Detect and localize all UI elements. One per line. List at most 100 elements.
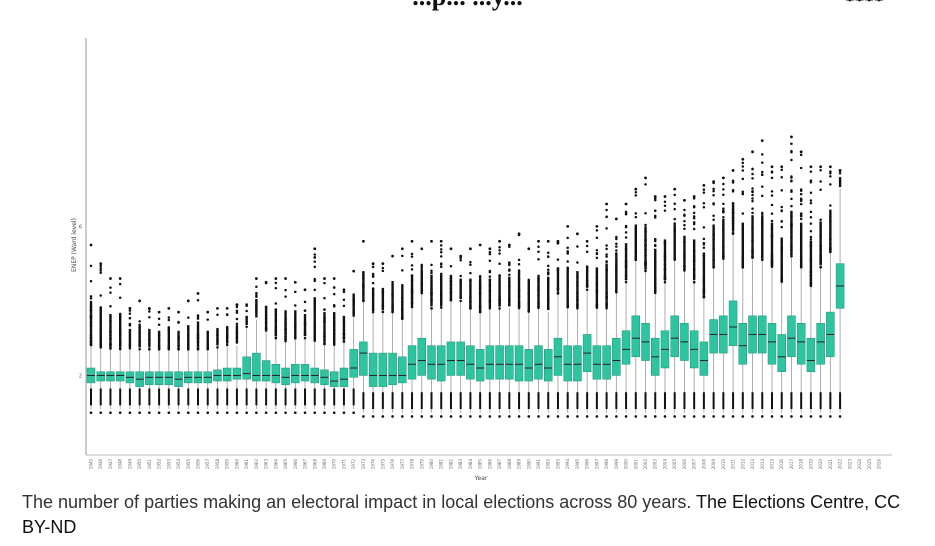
outlier-point [225,306,229,310]
x-tick-label: 2024 [857,459,862,470]
outlier-point [469,263,472,266]
outlier-point [644,176,647,180]
x-tick-label: 2023 [847,459,852,470]
outlier-point [303,288,307,292]
outlier-point [157,323,161,327]
outlier-point [498,239,501,243]
outlier-point [177,320,180,324]
outlier-point [751,197,754,200]
outlier-point [780,175,783,179]
outlier-point [712,266,715,269]
outlier-point [799,166,803,170]
outlier-point [342,411,346,415]
outlier-point [478,243,482,247]
outlier-point [109,291,112,294]
outlier-point [342,288,346,292]
outlier-point [663,281,667,284]
outlier-point [488,252,492,256]
outlier-point [332,277,336,280]
outlier-point [313,279,317,283]
x-tick-label: 2005 [672,459,677,470]
outlier-point [99,294,102,297]
box [291,364,300,384]
outlier-point [537,258,540,261]
outlier-point [157,310,161,314]
outlier-point [790,204,793,208]
outlier-point [770,415,774,418]
outlier-point [751,211,754,215]
outlier-point [508,269,511,272]
outlier-point [673,222,676,225]
outlier-point [371,262,375,266]
outlier-point [323,411,326,415]
outlier-point [634,215,638,219]
outlier-point [254,277,258,280]
outlier-point [702,201,706,205]
outlier-point [371,281,375,285]
x-tick-label: 1964 [273,459,278,470]
outlier-point [712,189,715,193]
outlier-point [342,340,346,343]
outlier-point [430,307,433,310]
outlier-point [761,212,764,216]
outlier-point [799,212,803,215]
outlier-point [109,411,112,415]
outlier-point [595,236,599,239]
outlier-point [605,247,608,251]
box [164,371,174,386]
x-tick-label: 1985 [478,459,483,470]
outlier-point [255,285,258,289]
x-tick-label: 1960 [234,459,239,470]
outlier-point [605,244,608,247]
outlier-point [761,173,764,177]
outlier-point [809,191,813,194]
outlier-point [809,230,813,233]
outlier-point [439,415,443,418]
x-tick-label: 2012 [740,459,745,470]
outlier-point [459,299,462,303]
outlier-point [469,307,472,310]
outlier-point [508,261,511,264]
box [602,345,611,380]
x-tick-label: 1994 [565,459,570,470]
outlier-point [692,215,696,218]
box [252,352,261,382]
outlier-point [274,277,278,280]
outlier-point [313,277,317,281]
outlier-point [702,295,706,298]
outlier-point [508,415,511,418]
box [115,371,125,382]
outlier-point [566,246,569,250]
outlier-point [653,216,657,219]
outlier-point [255,411,258,415]
outlier-point [420,291,424,295]
outlier-point [313,411,317,415]
outlier-point [128,411,132,415]
x-tick-label: 1975 [380,459,385,470]
outlier-point [167,411,171,415]
x-tick-label: 1965 [283,459,288,470]
outlier-point [303,411,307,415]
x-tick-label: 1968 [312,459,317,470]
x-tick-label: 1976 [390,459,395,470]
outlier-point [692,227,696,231]
outlier-point [89,343,93,347]
outlier-point [235,303,239,307]
x-tick-label: 1978 [410,459,415,470]
outlier-point [488,250,492,254]
box [514,345,524,382]
x-tick-label: 1997 [594,459,599,470]
outlier-point [829,204,832,207]
outlier-point [605,227,608,230]
outlier-point [722,215,725,219]
outlier-point [439,255,443,258]
outlier-point [332,292,336,296]
outlier-point [371,272,375,276]
outlier-point [653,209,657,212]
outlier-point [323,308,326,311]
outlier-point [702,415,706,418]
outlier-point [167,316,171,319]
x-tick-label: 1987 [497,459,502,470]
outlier-point [829,250,832,254]
outlier-point [566,415,569,418]
